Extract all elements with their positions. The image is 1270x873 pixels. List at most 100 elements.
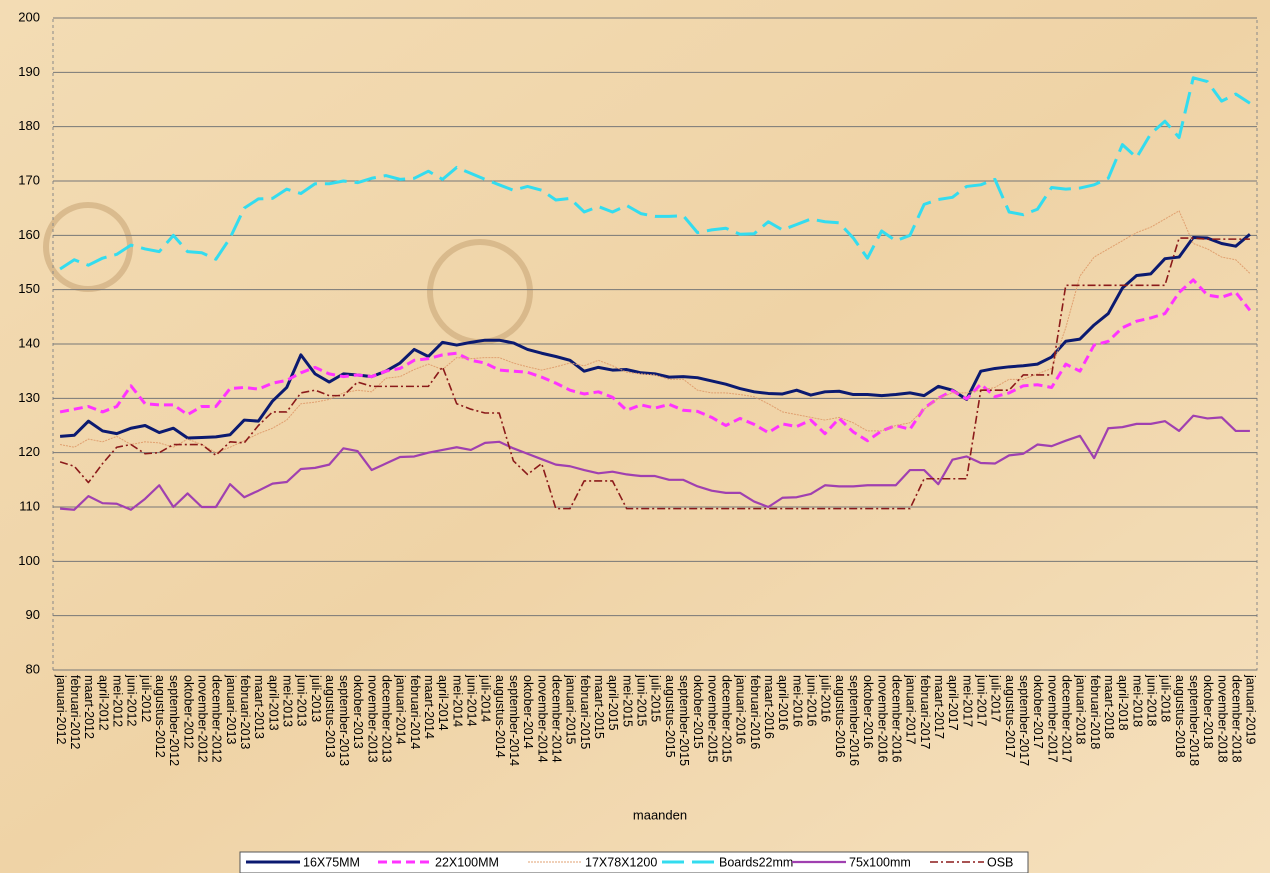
y-tick-label: 200 xyxy=(18,9,40,24)
x-tick-label: januari-2014 xyxy=(394,674,408,745)
x-tick-label: februari-2014 xyxy=(408,675,422,749)
y-tick-label: 100 xyxy=(18,553,40,568)
x-tick-label: september-2013 xyxy=(337,675,351,766)
y-tick-label: 140 xyxy=(18,335,40,350)
x-tick-label: augustus-2017 xyxy=(1003,675,1017,758)
chart: maanden 80 90 100 110 120 130 140 150 160 170 180 1… xyxy=(0,0,1270,873)
x-tick-label: februari-2013 xyxy=(238,675,252,749)
x-tick-label: mei-2013 xyxy=(280,675,294,727)
x-tick-label: mei-2018 xyxy=(1130,675,1144,727)
x-tick-label: maart-2014 xyxy=(422,675,436,739)
x-tick-label: december-2018 xyxy=(1229,675,1243,763)
x-tick-label: januari-2018 xyxy=(1074,674,1088,745)
x-tick-label: juli-2015 xyxy=(649,674,663,722)
x-tick-label: april-2017 xyxy=(946,675,960,731)
x-tick-label: maart-2018 xyxy=(1102,675,1116,739)
x-tick-label: maart-2017 xyxy=(932,675,946,739)
y-tick-label: 80 xyxy=(26,661,40,676)
x-tick-label: mei-2014 xyxy=(450,675,464,727)
x-tick-label: september-2016 xyxy=(847,675,861,766)
x-tick-label: september-2015 xyxy=(677,675,691,766)
x-tick-label: december-2014 xyxy=(550,675,564,763)
x-tick-label: december-2015 xyxy=(720,675,734,763)
y-tick-label: 190 xyxy=(18,64,40,79)
x-tick-label: januari-2016 xyxy=(734,674,748,745)
x-tick-label: oktober-2013 xyxy=(351,675,365,749)
x-tick-label: augustus-2012 xyxy=(153,675,167,758)
x-tick-label: november-2014 xyxy=(535,675,549,763)
x-tick-label: september-2018 xyxy=(1187,675,1201,766)
x-tick-label: maart-2015 xyxy=(592,675,606,739)
y-tick-label: 180 xyxy=(18,118,40,133)
x-tick-label: juni-2014 xyxy=(465,674,479,726)
x-tick-label: juli-2017 xyxy=(989,674,1003,722)
x-tick-label: november-2012 xyxy=(195,675,209,763)
x-tick-label: oktober-2014 xyxy=(521,675,535,749)
x-tick-label: augustus-2018 xyxy=(1173,675,1187,758)
x-tick-label: oktober-2017 xyxy=(1031,675,1045,749)
x-tick-label: juli-2013 xyxy=(309,674,323,722)
x-axis-title: maanden xyxy=(633,807,687,822)
x-tick-label: februari-2012 xyxy=(68,675,82,749)
x-tick-label: december-2012 xyxy=(210,675,224,763)
x-tick-label: juli-2012 xyxy=(139,674,153,722)
x-tick-label: september-2017 xyxy=(1017,675,1031,766)
x-tick-label: januari-2015 xyxy=(564,674,578,745)
legend-label: 75x100mm xyxy=(849,855,911,869)
legend-label: 22X100MM xyxy=(435,855,499,869)
legend-label: 17X78X1200 xyxy=(585,855,657,869)
x-tick-label: maart-2013 xyxy=(252,675,266,739)
x-tick-label: november-2016 xyxy=(875,675,889,763)
x-tick-label: april-2018 xyxy=(1116,675,1130,731)
x-tick-label: februari-2018 xyxy=(1088,675,1102,749)
x-tick-label: maart-2016 xyxy=(762,675,776,739)
x-tick-label: februari-2016 xyxy=(748,675,762,749)
x-tick-label: april-2016 xyxy=(776,675,790,731)
x-tick-label: oktober-2015 xyxy=(691,675,705,749)
y-tick-label: 120 xyxy=(18,444,40,459)
x-tick-label: augustus-2016 xyxy=(833,675,847,758)
x-tick-label: januari-2019 xyxy=(1244,674,1258,745)
x-tick-label: augustus-2015 xyxy=(663,675,677,758)
x-tick-label: april-2012 xyxy=(96,675,110,731)
x-tick-label: juni-2012 xyxy=(125,674,139,726)
x-tick-label: januari-2012 xyxy=(54,674,68,745)
x-tick-label: april-2014 xyxy=(436,675,450,731)
y-tick-label: 160 xyxy=(18,227,40,242)
x-tick-label: november-2017 xyxy=(1045,675,1059,763)
x-tick-label: januari-2017 xyxy=(904,674,918,745)
x-tick-label: april-2015 xyxy=(606,675,620,731)
x-tick-label: mei-2012 xyxy=(110,675,124,727)
x-tick-label: september-2014 xyxy=(507,675,521,766)
y-tick-label: 90 xyxy=(26,607,40,622)
y-tick-label: 170 xyxy=(18,172,40,187)
legend-label: OSB xyxy=(987,855,1013,869)
x-tick-label: maart-2012 xyxy=(82,675,96,739)
x-tick-label: november-2018 xyxy=(1215,675,1229,763)
x-tick-label: november-2015 xyxy=(705,675,719,763)
x-tick-label: september-2012 xyxy=(167,675,181,766)
x-tick-label: juni-2016 xyxy=(805,674,819,726)
x-tick-label: juni-2017 xyxy=(974,674,988,726)
x-tick-label: mei-2015 xyxy=(620,675,634,727)
x-tick-label: mei-2016 xyxy=(790,675,804,727)
x-tick-label: oktober-2016 xyxy=(861,675,875,749)
x-tick-label: februari-2017 xyxy=(918,675,932,749)
y-tick-label: 150 xyxy=(18,281,40,296)
legend-label: Boards22mm xyxy=(719,855,793,869)
x-tick-label: februari-2015 xyxy=(578,675,592,749)
y-tick-label: 130 xyxy=(18,390,40,405)
x-tick-label: juni-2015 xyxy=(635,674,649,726)
x-tick-label: december-2016 xyxy=(890,675,904,763)
x-tick-label: juni-2013 xyxy=(295,674,309,726)
legend-label: 16X75MM xyxy=(303,855,360,869)
x-tick-label: juli-2016 xyxy=(819,674,833,722)
x-tick-label: oktober-2012 xyxy=(181,675,195,749)
x-tick-label: november-2013 xyxy=(365,675,379,763)
x-tick-label: augustus-2013 xyxy=(323,675,337,758)
x-tick-label: juli-2018 xyxy=(1159,674,1173,722)
x-tick-label: juli-2014 xyxy=(479,674,493,722)
x-tick-label: mei-2017 xyxy=(960,675,974,727)
x-tick-label: juni-2018 xyxy=(1144,674,1158,726)
y-tick-label: 110 xyxy=(19,498,40,513)
